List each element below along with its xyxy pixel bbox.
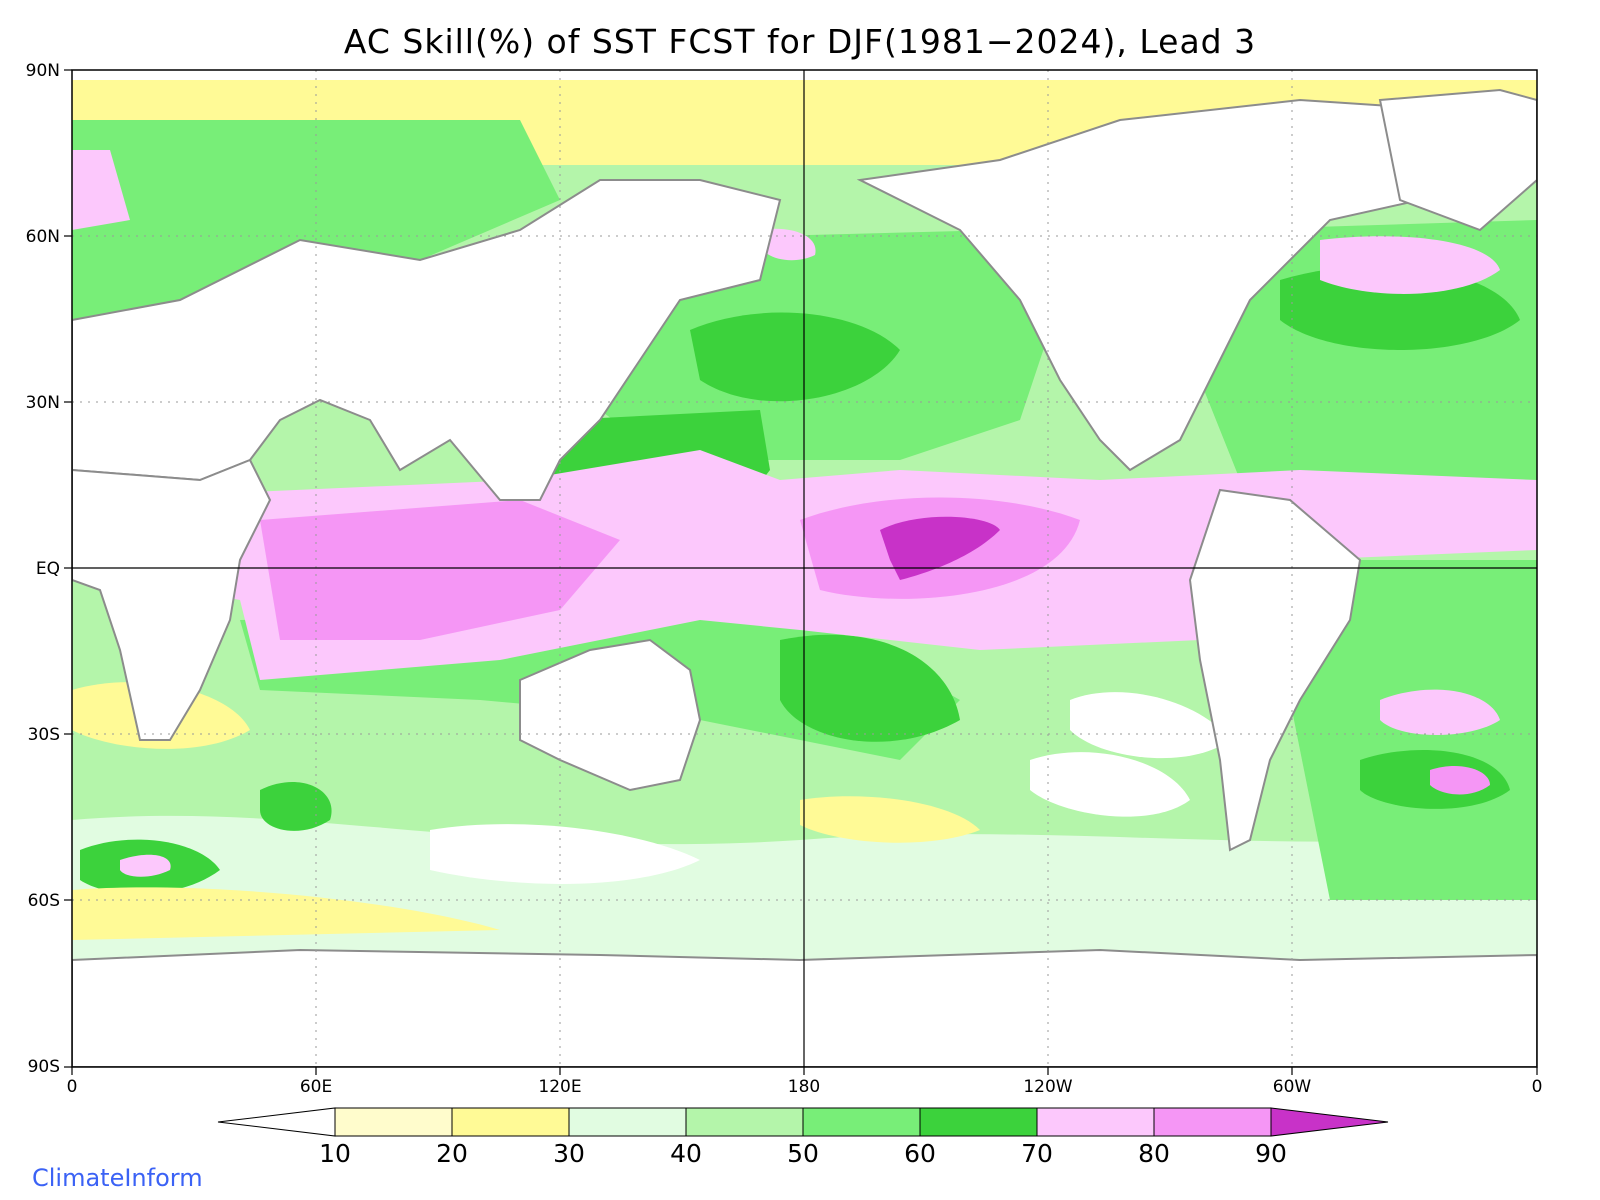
colorbar-label: 90 — [1255, 1139, 1287, 1168]
colorbar-label: 20 — [436, 1139, 468, 1168]
colorbar-swatch — [1153, 1107, 1272, 1137]
x-tick-label: 60W — [1273, 1077, 1312, 1097]
colorbar-swatch — [685, 1107, 804, 1137]
colorbar-swatch — [802, 1107, 921, 1137]
x-tick-label: 0 — [1532, 1077, 1543, 1097]
colorbar-swatch — [919, 1107, 1038, 1137]
colorbar-label: 60 — [904, 1139, 936, 1168]
y-tick-label: 90N — [26, 61, 60, 81]
x-tick-label: 0 — [67, 1077, 78, 1097]
x-axis: 0 60E 120E 180 120W 60W 0 — [67, 1067, 1543, 1097]
colorbar-label: 40 — [670, 1139, 702, 1168]
y-tick-label: 60S — [28, 891, 60, 911]
colorbar-swatch — [568, 1107, 687, 1137]
y-tick-label: 60N — [26, 227, 60, 247]
y-tick-label: EQ — [36, 559, 60, 579]
y-tick-label: 90S — [28, 1057, 60, 1077]
colorbar-swatch — [451, 1107, 570, 1137]
colorbar-swatch — [1036, 1107, 1155, 1137]
x-tick-label: 180 — [788, 1077, 820, 1097]
colorbar-swatch — [334, 1107, 453, 1137]
x-tick-label: 120W — [1023, 1077, 1072, 1097]
colorbar-label: 50 — [787, 1139, 819, 1168]
y-tick-label: 30N — [26, 393, 60, 413]
x-tick-label: 60E — [300, 1077, 332, 1097]
colorbar-swatch — [1270, 1107, 1389, 1137]
land — [72, 88, 1537, 1067]
colorbar: 10 20 30 40 50 60 70 80 90 — [217, 1107, 1389, 1168]
y-tick-label: 30S — [28, 725, 60, 745]
y-axis: 90N 60N 30N EQ 30S 60S 90S — [26, 61, 72, 1077]
map-title: AC Skill(%) of SST FCST for DJF(1981−202… — [343, 22, 1257, 61]
colorbar-swatch — [217, 1107, 336, 1137]
brand-label: ClimateInform — [32, 1164, 203, 1192]
reference-lines — [72, 70, 1537, 1067]
colorbar-label: 80 — [1138, 1139, 1170, 1168]
x-tick-label: 120E — [538, 1077, 581, 1097]
colorbar-label: 10 — [319, 1139, 351, 1168]
colorbar-label: 70 — [1021, 1139, 1053, 1168]
colorbar-label: 30 — [553, 1139, 585, 1168]
